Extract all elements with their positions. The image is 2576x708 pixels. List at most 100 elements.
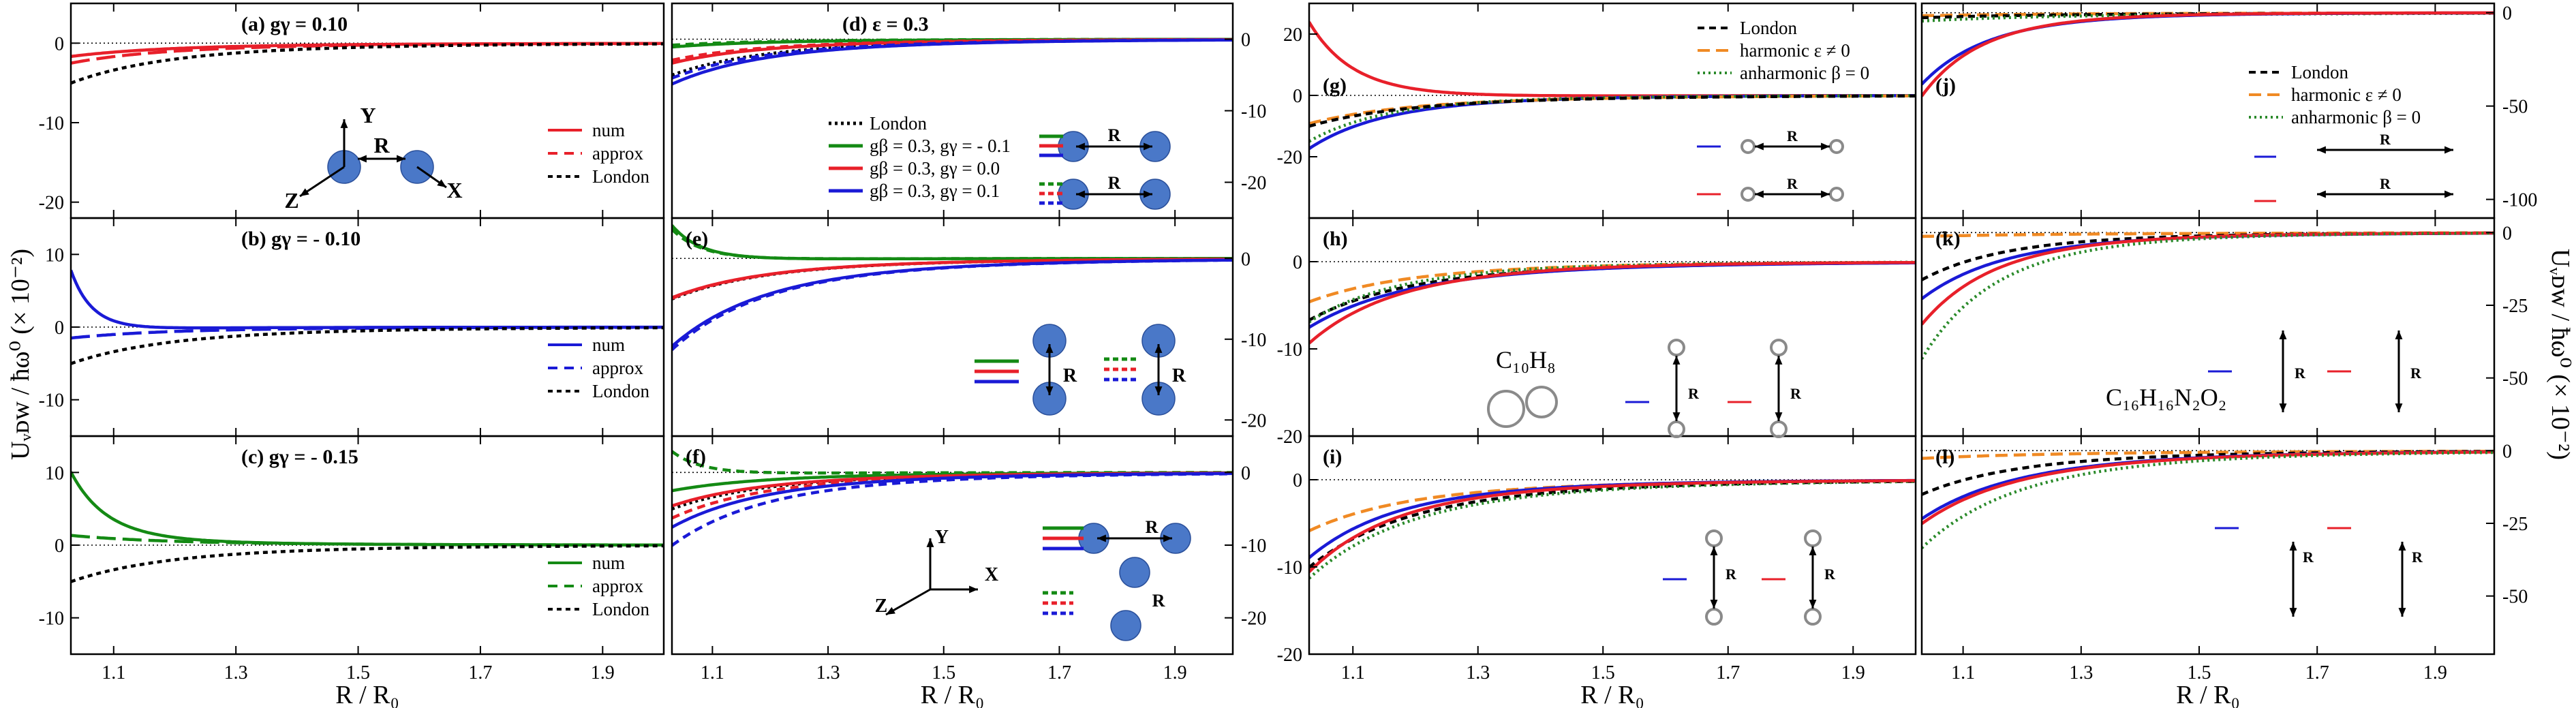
panel-h-r-letter-0: R xyxy=(1688,385,1700,402)
panel-k-series-4 xyxy=(1922,232,2494,360)
panel-h-arrow-1 xyxy=(1775,356,1783,421)
panel-a-title: (a) gγ = 0.10 xyxy=(241,13,348,35)
panel-j-r-letter-0: R xyxy=(2380,131,2391,148)
panel-l-xtick-label-2: 1.5 xyxy=(2188,662,2211,683)
panel-b-legend-label-2: London xyxy=(592,381,649,401)
panel-k-title: (k) xyxy=(1935,228,1961,250)
panel-f-sphere-down xyxy=(1110,610,1141,641)
panel-f-xtick-label-3: 1.7 xyxy=(1047,662,1071,683)
panel-k-curves xyxy=(1922,231,2494,360)
panel-h-arrow-0-head2 xyxy=(1672,356,1681,365)
panel-c-xtick-label-1: 1.3 xyxy=(224,662,248,683)
panel-j-curves xyxy=(1922,11,2494,97)
panel-i-arrow-1-head2 xyxy=(1809,547,1817,555)
panel-h-molecule-ring-b xyxy=(1525,386,1558,418)
panel-h-arrow-0-head xyxy=(1672,412,1681,421)
panel-c-series-1 xyxy=(71,534,664,547)
panel-h: 0 -10 -20 (h) xyxy=(1277,217,1917,448)
panel-a-curves xyxy=(71,42,664,85)
panel-c-xtick-label-4: 1.9 xyxy=(591,662,615,683)
panel-k-rytick-label-2: -50 xyxy=(2502,369,2528,390)
panel-i-series-3 xyxy=(1309,478,1916,559)
panel-k-rytick-label-0: 0 xyxy=(2502,223,2512,244)
panel-i-xtick-label-2: 1.5 xyxy=(1591,662,1615,683)
panel-k-arrow-1 xyxy=(2395,330,2403,412)
panel-j-title: (j) xyxy=(1935,74,1956,97)
panel-b-title: (b) gγ = - 0.10 xyxy=(241,228,361,250)
panel-g-ytick-label-0: 20 xyxy=(1283,25,1302,46)
panel-h-ytick-label-1: -10 xyxy=(1277,339,1302,360)
panel-k-arrow-0-head xyxy=(2279,403,2287,412)
panel-a-y-arrow-head xyxy=(340,119,348,128)
panel-j-series-3 xyxy=(1922,11,2494,86)
panel-j-arrow-0-head xyxy=(2444,146,2453,154)
panel-i-ytick-label-0: 0 xyxy=(1293,470,1302,491)
panel-l-arrow-1 xyxy=(2398,542,2406,617)
panel-l-xtick-label-3: 1.7 xyxy=(2305,662,2329,683)
panel-a-z-letter: Z xyxy=(284,188,298,213)
panel-b-series-0 xyxy=(71,269,664,330)
panel-f-x-letter: X xyxy=(985,564,998,585)
panel-f-r-arrow xyxy=(1097,534,1172,542)
panel-l-series-2 xyxy=(1922,450,2494,521)
panel-d-rytick-label-2: -20 xyxy=(1241,173,1266,194)
panel-i-arrow-1 xyxy=(1809,547,1817,609)
panel-g-ring-l-1 xyxy=(1741,187,1755,202)
panel-g-series-1 xyxy=(1309,94,1916,151)
panel-b-legend-label-0: num xyxy=(592,335,625,355)
panel-g-series-2 xyxy=(1309,94,1916,125)
panel-c-xtick-label-0: 1.1 xyxy=(102,662,125,683)
panel-j-arrow-1-head2 xyxy=(2317,190,2326,198)
panel-h-ring-bot-0 xyxy=(1668,420,1685,438)
panel-d-r-arrow-1-head xyxy=(1144,190,1152,198)
panel-a-legend-label-1: approx xyxy=(592,143,643,164)
panel-j-series-4 xyxy=(1922,11,2494,97)
panel-f-title: (f) xyxy=(686,446,706,468)
panel-e-series-4 xyxy=(672,258,1233,300)
panel-h-molecule-formula: C₁₀H₈ xyxy=(1496,346,1556,373)
panel-l-rytick-label-1: -25 xyxy=(2502,514,2528,535)
panel-b-series-2 xyxy=(71,326,664,365)
panel-e-r-arrow-0 xyxy=(1045,344,1054,395)
panel-d-r-arrow-0-head2 xyxy=(1076,142,1085,151)
panel-f-xtick-label-0: 1.1 xyxy=(701,662,724,683)
panel-j-arrow-0 xyxy=(2317,146,2453,154)
panel-j-legend-label-2: anharmonic β = 0 xyxy=(2291,107,2421,127)
panel-f-r-arrow-head2 xyxy=(1097,534,1106,542)
panel-a-z-arrow-shaft xyxy=(299,166,345,198)
panel-e-rytick-label-1: -10 xyxy=(1241,330,1266,351)
panel-h-ring-top-1 xyxy=(1770,339,1788,356)
panel-e-r-arrow-1 xyxy=(1154,344,1163,395)
panel-a-legend-label-2: London xyxy=(592,166,649,187)
panel-l-series-4 xyxy=(1922,450,2494,549)
panel-f-series-6 xyxy=(672,472,1233,547)
panel-g-r-letter-0: R xyxy=(1787,127,1798,144)
panel-a-x-letter: X xyxy=(446,178,462,202)
panel-a-x-arrow xyxy=(416,166,447,189)
panel-i-xtick-label-0: 1.1 xyxy=(1341,662,1365,683)
panel-i-ytick-label-1: -10 xyxy=(1277,557,1302,579)
panel-g-ytick-label-2: -20 xyxy=(1277,147,1302,168)
panel-h-curves xyxy=(1309,260,1916,345)
panel-d-curves xyxy=(672,37,1233,86)
panel-e-r-letter-0: R xyxy=(1063,365,1077,386)
panel-k-series-0 xyxy=(1922,231,2494,238)
panel-h-frame xyxy=(1308,217,1917,437)
panel-g-legend-label-1: harmonic ε ≠ 0 xyxy=(1740,40,1850,61)
panel-l-arrow-0-head xyxy=(2289,608,2297,617)
panel-i-frame xyxy=(1308,435,1917,656)
panel-f-xtick-label-2: 1.5 xyxy=(932,662,955,683)
panel-g-series-3 xyxy=(1309,94,1916,143)
panel-i: 1.1 1.3 1.5 1.7 1.9 0 -10 -20 (i) R / R₀ xyxy=(1277,435,1917,708)
panel-l-xtick-label-4: 1.9 xyxy=(2423,662,2447,683)
panel-i-xlabel: R / R₀ xyxy=(1580,681,1644,708)
panel-c-legend-label-1: approx xyxy=(592,576,643,596)
panel-a-r-letter: R xyxy=(373,133,390,157)
panel-g-arrow-0-head xyxy=(1821,142,1830,151)
panel-b: 10 0 -10 (b) gγ = - 0.10 num approx London xyxy=(39,217,665,437)
panel-f-rytick-label-0: 0 xyxy=(1241,463,1251,484)
panel-c-ytick-label-2: -10 xyxy=(39,609,64,630)
panel-e-series-2 xyxy=(672,258,1233,301)
panel-g-arrow-1-head xyxy=(1821,190,1830,198)
